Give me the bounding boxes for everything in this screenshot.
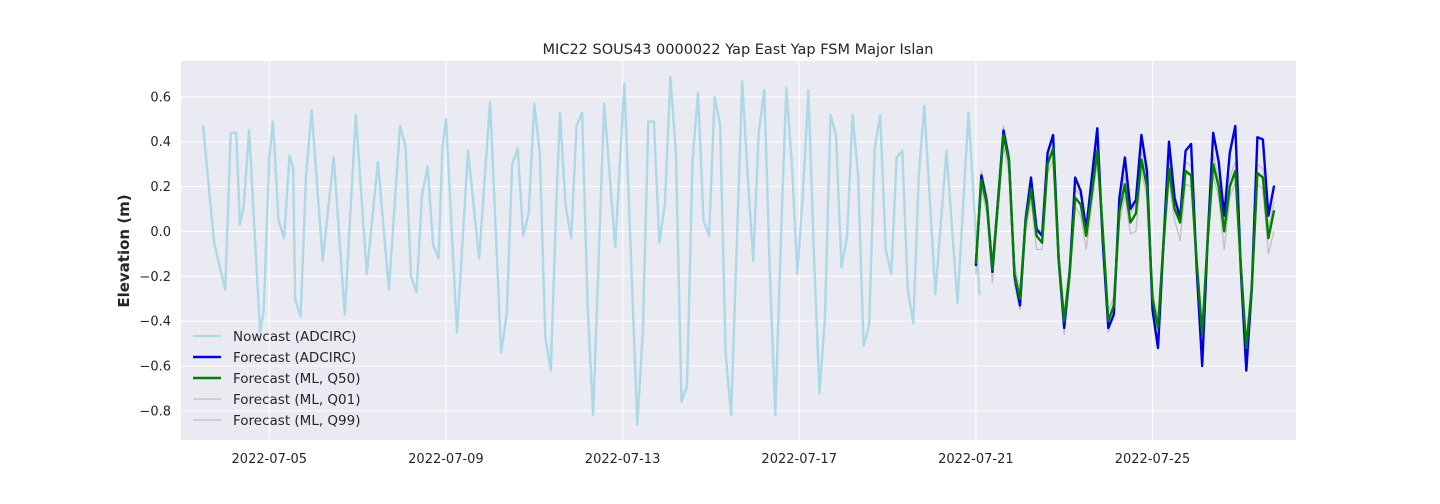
y-tick-label: 0.6 — [150, 90, 171, 105]
series-group — [201, 75, 1276, 426]
chart-title: MIC22 SOUS43 0000022 Yap East Yap FSM Ma… — [543, 42, 934, 58]
y-tick-label: −0.4 — [139, 315, 171, 330]
legend-label-forecast-ml-q50: Forecast (ML, Q50) — [233, 371, 361, 387]
y-axis-label: Elevation (m) — [115, 194, 133, 307]
y-tick-label: −0.8 — [139, 404, 171, 419]
y-tick-labels: −0.8 −0.6 −0.4 −0.2 0.0 0.2 0.4 0.6 — [139, 90, 171, 419]
y-tick-label: −0.2 — [139, 270, 171, 285]
series-line-nowcast-adcirc — [201, 75, 981, 426]
x-tick-label: 2022-07-17 — [761, 452, 837, 467]
y-tick-label: 0.4 — [150, 135, 171, 150]
x-tick-label: 2022-07-09 — [408, 452, 484, 467]
series-line-forecast-adcirc — [974, 124, 1276, 372]
y-tick-label: −0.6 — [139, 359, 171, 374]
grid — [181, 61, 1296, 440]
legend-label-forecast-ml-q01: Forecast (ML, Q01) — [233, 392, 361, 408]
y-tick-label: 0.2 — [150, 180, 171, 195]
x-tick-label: 2022-07-05 — [232, 452, 308, 467]
legend: Nowcast (ADCIRC) Forecast (ADCIRC) Forecas… — [193, 329, 361, 429]
series-line-forecast-ml-q50 — [974, 133, 1276, 350]
y-tick-label: 0.0 — [150, 225, 171, 240]
legend-label-forecast-adcirc: Forecast (ADCIRC) — [233, 350, 356, 366]
x-tick-label: 2022-07-13 — [585, 452, 661, 467]
series-line-forecast-ml-q01 — [975, 145, 1275, 360]
legend-label-nowcast-adcirc: Nowcast (ADCIRC) — [233, 329, 356, 345]
x-tick-label: 2022-07-25 — [1115, 452, 1191, 467]
x-tick-labels: 2022-07-05 2022-07-09 2022-07-13 2022-07-17… — [232, 452, 1191, 467]
plot-area — [181, 61, 1296, 440]
x-tick-label: 2022-07-21 — [938, 452, 1014, 467]
legend-label-forecast-ml-q99: Forecast (ML, Q99) — [233, 413, 361, 429]
